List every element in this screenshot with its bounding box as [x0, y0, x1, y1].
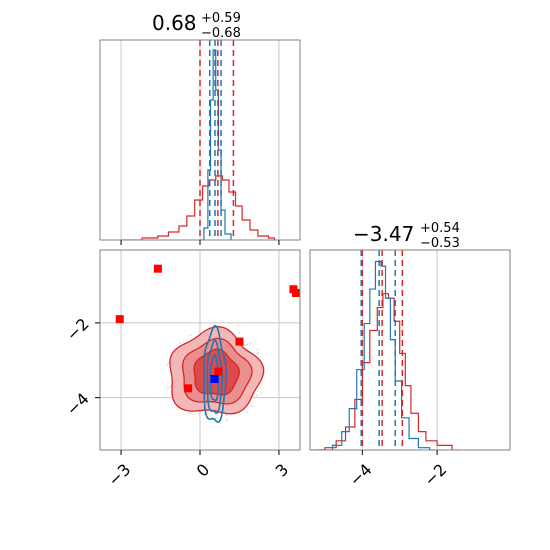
title-plus: +0.54: [420, 221, 460, 236]
sample-point: [225, 419, 228, 422]
y-tick-label: −2: [63, 314, 93, 344]
sample-point: [178, 342, 181, 345]
hist-series-group: [313, 250, 459, 450]
blue-histogram-series: [321, 260, 436, 450]
sample-point: [217, 413, 219, 416]
sample-point: [206, 412, 209, 415]
red-square-marker: [292, 288, 300, 297]
x-tick-label: −2: [420, 460, 450, 490]
title-value: 0.68: [152, 11, 197, 35]
sample-point: [198, 412, 200, 415]
sample-point: [257, 348, 259, 351]
x-tick-label: −3: [104, 460, 134, 490]
x-tick-label: −4: [346, 460, 376, 490]
panel-bottom-left-contour: −3 0 3 −2 −4: [63, 249, 301, 490]
sample-point: [167, 387, 169, 390]
red-square-marker: [235, 337, 244, 346]
sample-point: [168, 385, 171, 388]
sample-point: [215, 417, 217, 420]
contour-group: [115, 264, 300, 423]
blue-square-marker: [210, 374, 219, 383]
blue-contour-inner: [209, 354, 220, 402]
hist-series-group: [121, 40, 276, 240]
sample-point: [260, 392, 263, 394]
axes-frame: [309, 249, 511, 451]
sample-point: [166, 364, 168, 367]
blue-contour-middle: [206, 339, 223, 414]
sample-point: [189, 412, 192, 415]
title-top-left: 0.68 +0.59 −0.68: [152, 11, 241, 41]
sample-point: [214, 413, 217, 416]
x-tick-label: 3: [272, 460, 293, 481]
y-tick-label: −4: [63, 389, 93, 419]
panel-bottom-right-histogram: −4 −2: [309, 249, 511, 490]
sample-point: [167, 361, 170, 364]
sample-point: [225, 413, 228, 416]
red-square-marker: [184, 384, 193, 393]
red-histogram-series: [121, 175, 276, 240]
title-value: −3.47: [353, 222, 414, 246]
blue-contour-outer: [203, 324, 228, 423]
title-plus: +0.59: [201, 11, 241, 26]
panel-top-left-histogram: [99, 39, 301, 245]
title-minus: −0.53: [420, 236, 460, 251]
red-square-marker: [214, 367, 223, 376]
blue-histogram-series: [200, 49, 232, 240]
sample-point: [243, 344, 246, 346]
sample-point: [238, 331, 241, 334]
sample-point: [249, 342, 252, 345]
sample-point: [245, 411, 248, 414]
title-bottom-right: −3.47 +0.54 −0.53: [353, 221, 460, 251]
red-square-marker: [153, 264, 162, 273]
sample-point: [256, 394, 259, 397]
title-minus: −0.68: [201, 26, 241, 41]
sample-point: [189, 334, 192, 337]
sample-point: [198, 330, 201, 333]
sample-point: [246, 343, 249, 346]
x-tick-label: 0: [193, 460, 214, 481]
sample-point: [251, 405, 254, 408]
sample-point: [256, 353, 259, 355]
red-histogram-series: [313, 293, 459, 450]
red-square-marker: [115, 315, 124, 324]
